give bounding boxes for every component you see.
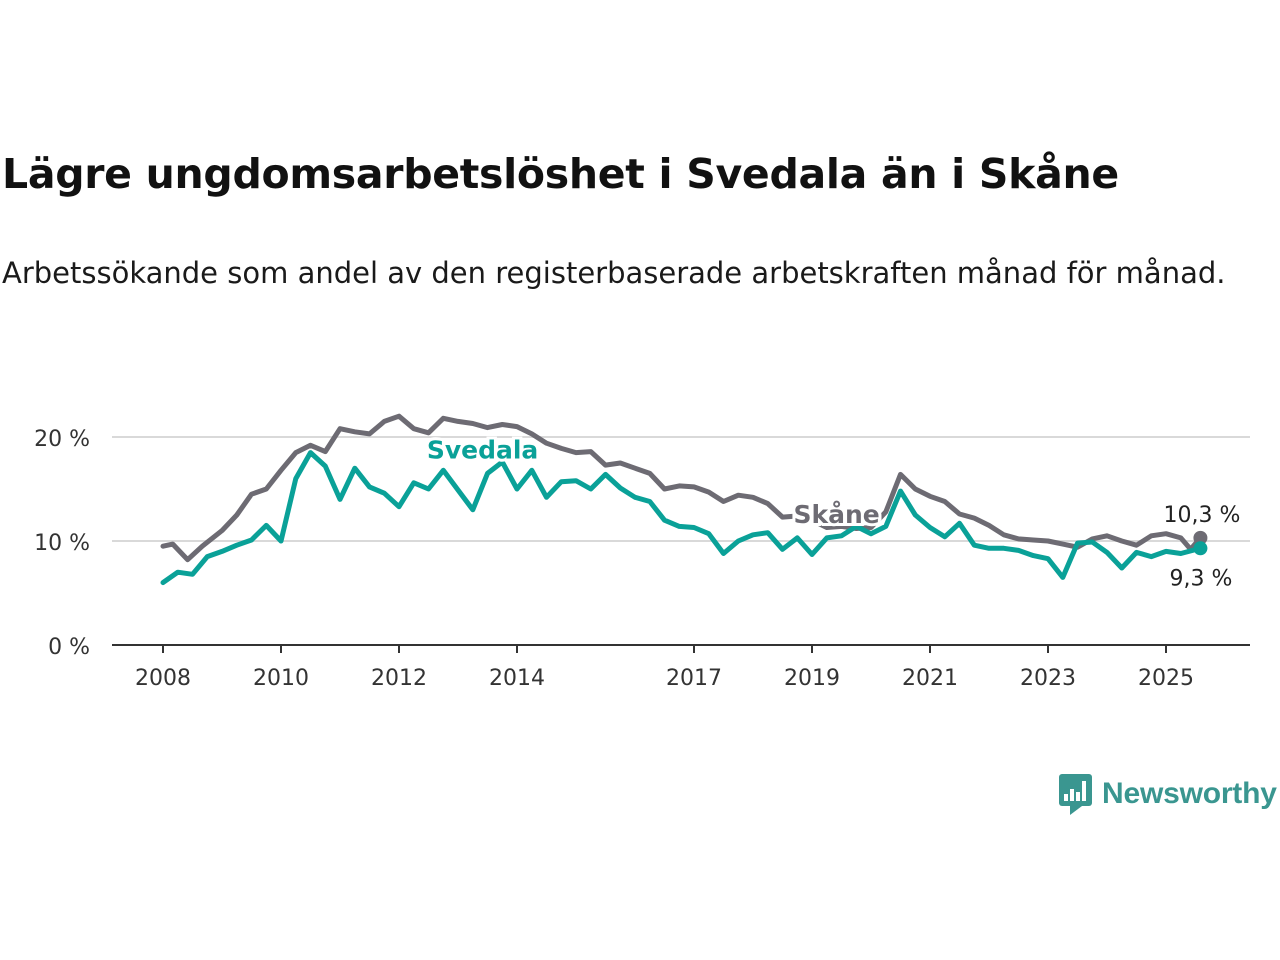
y-tick-label: 0 % <box>48 635 90 660</box>
x-tick-label: 2014 <box>489 666 545 691</box>
end-label-skane: 10,3 % <box>1164 503 1241 528</box>
brand-logo: Newsworthy <box>1058 772 1277 816</box>
series-line-svedala <box>160 450 1203 586</box>
y-tick-label: 10 % <box>34 531 90 556</box>
x-tick-label: 2021 <box>902 666 958 691</box>
x-tick-label: 2010 <box>253 666 309 691</box>
x-tick-label: 2025 <box>1138 666 1194 691</box>
line-chart: 0 % 10 % 20 % 2008 2010 2012 2014 2017 2019 2021… <box>34 413 1250 691</box>
series-name-label: Svedala <box>427 435 538 464</box>
x-tick-label: 2019 <box>784 666 840 691</box>
x-tick-label: 2017 <box>666 666 722 691</box>
series-labels: 10,3 % 9,3 % Svedala Skåne <box>424 432 1243 593</box>
x-tick-label: 2008 <box>135 666 191 691</box>
series-name-label: Skåne <box>793 500 879 529</box>
series-lines <box>160 413 1208 586</box>
end-label-svedala: 9,3 % <box>1170 566 1233 591</box>
newsworthy-logo-icon <box>1059 774 1092 815</box>
brand-name: Newsworthy <box>1102 777 1277 810</box>
grid-lines <box>112 436 1250 542</box>
chart-subtitle: Arbetssökande som andel av den registerb… <box>2 256 1226 290</box>
series-end-marker <box>1193 530 1208 545</box>
y-axis: 0 % 10 % 20 % <box>34 427 90 660</box>
y-tick-label: 20 % <box>34 427 90 452</box>
x-tick-label: 2023 <box>1020 666 1076 691</box>
series-end-marker <box>1193 541 1208 556</box>
x-tick-label: 2012 <box>371 666 427 691</box>
series-line-skne <box>160 413 1203 563</box>
x-axis: 2008 2010 2012 2014 2017 2019 2021 2023 2025 <box>112 644 1250 691</box>
chart-title: Lägre ungdomsarbetslöshet i Svedala än i… <box>2 150 1119 198</box>
